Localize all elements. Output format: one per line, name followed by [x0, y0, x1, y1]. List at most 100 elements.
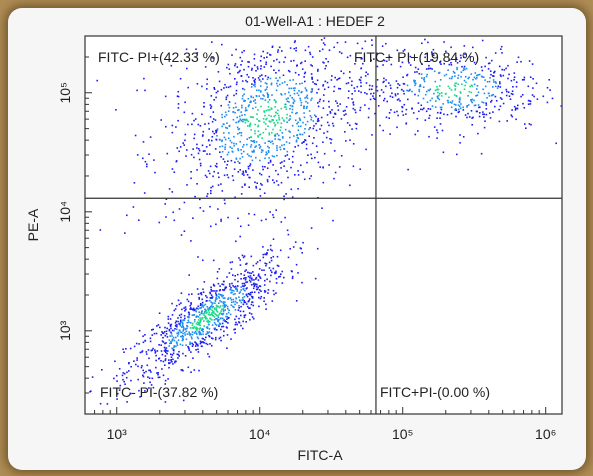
- event-dot: [207, 313, 210, 316]
- event-dot: [220, 183, 222, 185]
- event-dot: [269, 244, 272, 247]
- event-dot: [204, 316, 206, 319]
- event-dot: [281, 132, 284, 134]
- event-dot: [228, 317, 230, 319]
- event-dot: [460, 76, 462, 78]
- event-dot: [225, 126, 227, 129]
- event-dot: [215, 91, 218, 94]
- event-dot: [257, 135, 259, 137]
- event-dot: [269, 141, 272, 144]
- event-dot: [129, 347, 132, 350]
- event-dot: [164, 342, 166, 345]
- event-dot: [206, 88, 208, 90]
- event-dot: [421, 42, 423, 45]
- event-dot: [284, 56, 287, 59]
- event-dot: [239, 69, 241, 72]
- event-dot: [210, 225, 212, 228]
- event-dot: [268, 261, 271, 264]
- event-dot: [247, 97, 250, 100]
- event-dot: [470, 110, 473, 112]
- event-dot: [244, 270, 246, 273]
- event-dot: [176, 344, 179, 346]
- event-dot: [229, 72, 231, 75]
- event-dot: [408, 62, 410, 64]
- event-dot: [320, 39, 323, 41]
- event-dot: [271, 271, 273, 274]
- event-dot: [174, 308, 177, 310]
- event-dot: [239, 169, 241, 171]
- event-dot: [292, 150, 295, 153]
- event-dot: [157, 373, 159, 376]
- event-dot: [165, 216, 167, 218]
- event-dot: [164, 334, 167, 337]
- event-dot: [337, 109, 340, 111]
- event-dot: [195, 332, 198, 335]
- event-dot: [295, 47, 297, 49]
- event-dot: [242, 256, 245, 259]
- event-dot: [199, 198, 201, 201]
- event-dot: [214, 323, 217, 326]
- event-dot: [216, 318, 218, 320]
- event-dot: [211, 312, 213, 314]
- event-dot: [450, 64, 453, 66]
- event-dot: [136, 357, 138, 359]
- event-dot: [96, 79, 98, 82]
- event-dot: [294, 241, 297, 243]
- event-dot: [457, 104, 460, 106]
- event-dot: [242, 296, 244, 299]
- event-dot: [296, 112, 298, 114]
- event-dot: [229, 85, 232, 88]
- event-dot: [191, 314, 194, 316]
- event-dot: [221, 294, 223, 296]
- event-dot: [263, 110, 265, 112]
- event-dot: [208, 321, 210, 323]
- event-dot: [291, 155, 294, 158]
- event-dot: [367, 73, 369, 75]
- event-dot: [225, 315, 227, 318]
- event-dot: [266, 78, 269, 81]
- event-dot: [268, 147, 270, 149]
- event-dot: [275, 270, 277, 273]
- event-dot: [191, 123, 193, 126]
- event-dot: [337, 105, 339, 107]
- event-dot: [252, 77, 254, 79]
- event-dot: [212, 259, 215, 262]
- event-dot: [309, 51, 311, 54]
- event-dot: [164, 350, 167, 352]
- event-dot: [264, 89, 267, 91]
- event-dot: [273, 155, 275, 158]
- event-dot: [343, 114, 346, 116]
- event-dot: [315, 145, 318, 147]
- event-dot: [153, 332, 156, 335]
- event-dot: [286, 113, 288, 116]
- event-dot: [211, 185, 214, 188]
- event-dot: [175, 328, 178, 331]
- event-dot: [219, 305, 222, 307]
- event-dot: [146, 165, 148, 168]
- event-dot: [271, 300, 274, 302]
- event-dot: [265, 109, 268, 112]
- event-dot: [267, 76, 269, 79]
- event-dot: [166, 352, 168, 355]
- event-dot: [338, 77, 341, 79]
- event-dot: [188, 316, 190, 319]
- event-dot: [173, 339, 176, 342]
- event-dot: [177, 107, 180, 109]
- event-dot: [259, 75, 261, 77]
- event-dot: [440, 108, 443, 111]
- event-dot: [388, 112, 391, 114]
- event-dot: [354, 111, 357, 114]
- event-dot: [523, 78, 525, 81]
- event-dot: [236, 81, 238, 84]
- event-dot: [505, 94, 508, 97]
- event-dot: [246, 295, 249, 298]
- event-dot: [490, 73, 492, 76]
- event-dot: [235, 143, 238, 145]
- event-dot: [226, 327, 228, 329]
- event-dot: [457, 111, 460, 114]
- event-dot: [276, 85, 279, 87]
- event-dot: [308, 135, 310, 137]
- event-dot: [246, 119, 248, 122]
- event-dot: [313, 82, 316, 85]
- event-dot: [349, 139, 351, 141]
